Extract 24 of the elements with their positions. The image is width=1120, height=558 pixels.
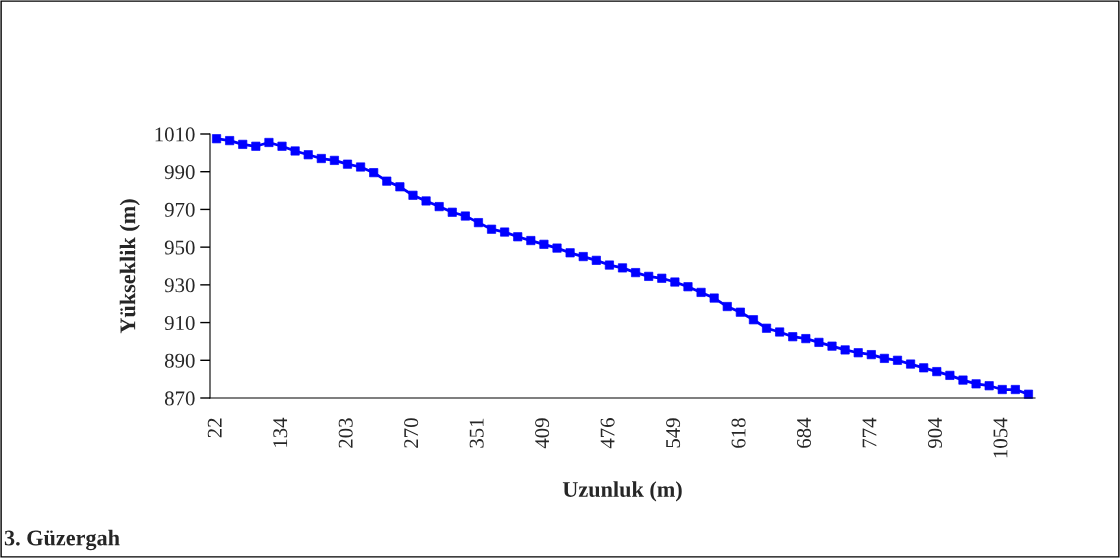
x-tick-label: 1054	[993, 417, 1008, 458]
x-tick-label: 351	[469, 418, 484, 448]
y-tick-label: 990	[164, 165, 195, 180]
y-tick-label: 1010	[155, 127, 195, 142]
y-tick-label: 890	[164, 353, 195, 368]
y-tick-label: 930	[164, 278, 195, 293]
x-tick-label: 904	[927, 417, 942, 449]
x-tick-label: 22	[207, 418, 222, 438]
x-tick-label: 684	[796, 417, 812, 448]
y-tick-label: 950	[164, 240, 195, 255]
x-tick-label: 203	[338, 418, 353, 448]
x-tick-label: 549	[666, 418, 681, 448]
x-axis-title: Uzunluk (m)	[562, 481, 682, 502]
text: 3. Güzergah	[4, 529, 120, 551]
x-tick-label: 409	[535, 418, 550, 449]
y-tick-label: 910	[164, 315, 195, 330]
x-tick-label: 774	[862, 417, 877, 448]
x-tick-label: 618	[731, 418, 746, 448]
x-tick-label: 476	[600, 418, 615, 449]
y-tick-label: 870	[164, 391, 195, 406]
x-tick-label: 134	[273, 417, 288, 447]
y-axis-title: Yükseklik (m)	[119, 199, 140, 334]
x-tick-label: 270	[404, 418, 419, 448]
y-tick-label: 970	[164, 202, 195, 217]
